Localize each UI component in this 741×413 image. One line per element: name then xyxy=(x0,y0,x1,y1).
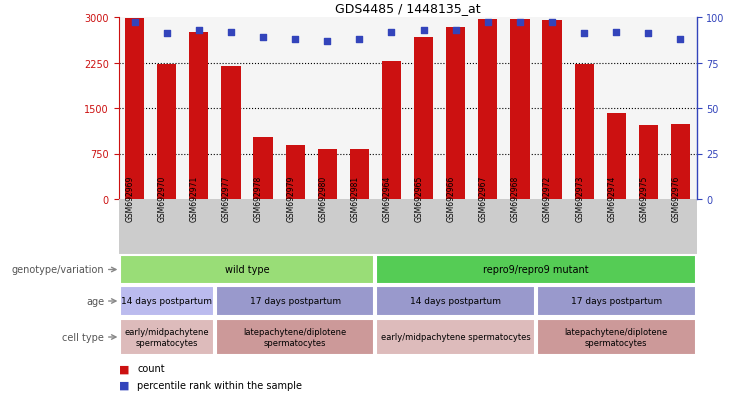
Bar xyxy=(222,66,241,199)
Bar xyxy=(511,20,530,199)
Bar xyxy=(537,287,696,316)
Point xyxy=(322,38,333,45)
Bar xyxy=(216,319,374,356)
Bar xyxy=(119,287,214,316)
Bar xyxy=(125,19,144,199)
Bar xyxy=(542,21,562,199)
Point xyxy=(129,20,141,27)
Text: ■: ■ xyxy=(119,380,129,390)
Bar xyxy=(216,287,374,316)
Point xyxy=(161,31,173,38)
Bar xyxy=(157,65,176,199)
Bar xyxy=(253,138,273,199)
Text: 17 days postpartum: 17 days postpartum xyxy=(250,297,341,306)
Point xyxy=(642,31,654,38)
Title: GDS4485 / 1448135_at: GDS4485 / 1448135_at xyxy=(335,2,480,15)
Point xyxy=(578,31,590,38)
Bar xyxy=(285,146,305,199)
Text: early/midpachytene
spermatocytes: early/midpachytene spermatocytes xyxy=(124,327,209,347)
Bar xyxy=(607,114,626,199)
Point xyxy=(193,27,205,34)
Point xyxy=(289,36,301,43)
Point xyxy=(482,20,494,27)
Bar xyxy=(639,126,658,199)
Text: repro9/repro9 mutant: repro9/repro9 mutant xyxy=(483,265,589,275)
Bar xyxy=(446,28,465,199)
Bar xyxy=(376,319,535,356)
Bar xyxy=(376,256,696,284)
Point xyxy=(353,36,365,43)
Point xyxy=(674,36,686,43)
Point xyxy=(611,29,622,36)
Bar xyxy=(376,287,535,316)
Point xyxy=(546,20,558,27)
Point xyxy=(514,20,526,27)
Text: 14 days postpartum: 14 days postpartum xyxy=(122,297,212,306)
Bar xyxy=(350,150,369,199)
Bar xyxy=(414,38,433,199)
Point xyxy=(418,27,430,34)
Bar xyxy=(119,319,214,356)
Text: early/midpachytene spermatocytes: early/midpachytene spermatocytes xyxy=(381,333,531,342)
Text: latepachytene/diplotene
spermatocytes: latepachytene/diplotene spermatocytes xyxy=(244,327,347,347)
Bar xyxy=(537,319,696,356)
Text: count: count xyxy=(137,363,165,373)
Point xyxy=(385,29,397,36)
Bar xyxy=(189,33,208,199)
Text: age: age xyxy=(86,296,104,306)
Text: ■: ■ xyxy=(119,363,129,373)
Point xyxy=(450,27,462,34)
Text: genotype/variation: genotype/variation xyxy=(12,265,104,275)
Text: percentile rank within the sample: percentile rank within the sample xyxy=(137,380,302,390)
Bar xyxy=(119,256,374,284)
Text: 17 days postpartum: 17 days postpartum xyxy=(571,297,662,306)
Bar xyxy=(382,62,401,199)
Text: wild type: wild type xyxy=(225,265,269,275)
Point xyxy=(225,29,237,36)
Text: latepachytene/diplotene
spermatocytes: latepachytene/diplotene spermatocytes xyxy=(565,327,668,347)
Bar xyxy=(318,150,337,199)
Bar xyxy=(574,64,594,199)
Point xyxy=(257,35,269,41)
Bar xyxy=(478,20,497,199)
Bar xyxy=(671,124,690,199)
Text: 14 days postpartum: 14 days postpartum xyxy=(411,297,501,306)
Text: cell type: cell type xyxy=(62,332,104,342)
